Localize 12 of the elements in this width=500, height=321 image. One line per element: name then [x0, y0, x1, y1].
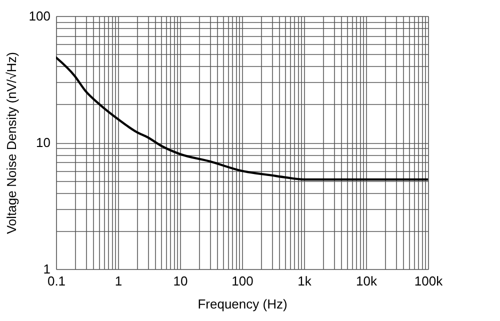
y-axis-title: Voltage Noise Density (nV/√Hz)	[4, 52, 19, 234]
x-tick-label: 100	[232, 274, 254, 288]
x-tick-label: 10	[173, 274, 188, 288]
x-tick-label: 100k	[414, 274, 444, 288]
x-tick-label: 10k	[356, 274, 378, 288]
y-tick-label: 10	[36, 135, 50, 150]
y-tick-label: 1	[43, 262, 50, 276]
x-tick-label: 1	[114, 274, 122, 288]
y-tick-label: 100	[28, 8, 50, 24]
x-tick-label: 0.1	[47, 274, 66, 288]
x-tick-label: 1k	[298, 274, 312, 288]
x-axis-title: Frequency (Hz)	[198, 296, 288, 312]
